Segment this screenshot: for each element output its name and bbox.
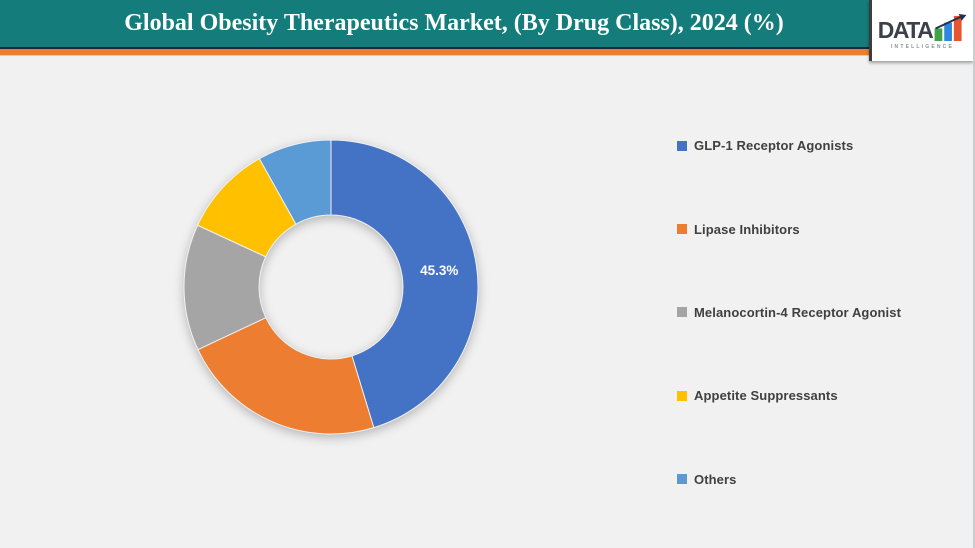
brand-logo: DATA INTELLIGENCE [869, 0, 973, 61]
logo-bar [944, 22, 953, 41]
legend-item: GLP-1 Receptor Agonists [677, 104, 901, 187]
header-divider-navy [0, 47, 973, 49]
legend-item: Lipase Inhibitors [677, 187, 901, 270]
logo-arrowhead [958, 14, 967, 21]
logo-barchart-icon [934, 14, 967, 41]
legend-label: Appetite Suppressants [694, 388, 838, 404]
legend-label: Melanocortin-4 Receptor Agonist [694, 304, 902, 320]
header-bar: Global Obesity Therapeutics Market, (By … [0, 0, 973, 47]
legend-marker [677, 140, 687, 151]
logo-wordmark: DATA [877, 17, 934, 44]
donut-slice [197, 316, 375, 435]
legend-item: Appetite Suppressants [677, 354, 901, 437]
legend-item: Melanocortin-4 Receptor Agonist [677, 271, 901, 354]
logo-subtext: INTELLIGENCE [890, 44, 955, 50]
header-divider-orange [0, 49, 973, 56]
chart-title: Global Obesity Therapeutics Market, (By … [124, 10, 784, 36]
logo-bar [934, 28, 943, 41]
legend-marker [677, 224, 687, 235]
donut-slice [258, 139, 332, 225]
legend-label: GLP-1 Receptor Agonists [694, 138, 854, 154]
donut-chart: 45.3% [183, 139, 479, 435]
legend-marker [677, 474, 687, 485]
legend-label: Lipase Inhibitors [694, 221, 800, 237]
logo-arrow [935, 16, 962, 30]
legend-marker [677, 390, 687, 401]
logo-bar [954, 15, 962, 41]
legend-marker [677, 307, 687, 318]
legend-item: Others [677, 438, 901, 521]
logo-row: DATA [877, 14, 967, 44]
slice-data-label: 45.3% [420, 263, 458, 278]
legend: GLP-1 Receptor Agonists Lipase Inhibitors… [677, 104, 901, 521]
donut-slice [330, 139, 479, 429]
legend-label: Others [694, 471, 737, 487]
